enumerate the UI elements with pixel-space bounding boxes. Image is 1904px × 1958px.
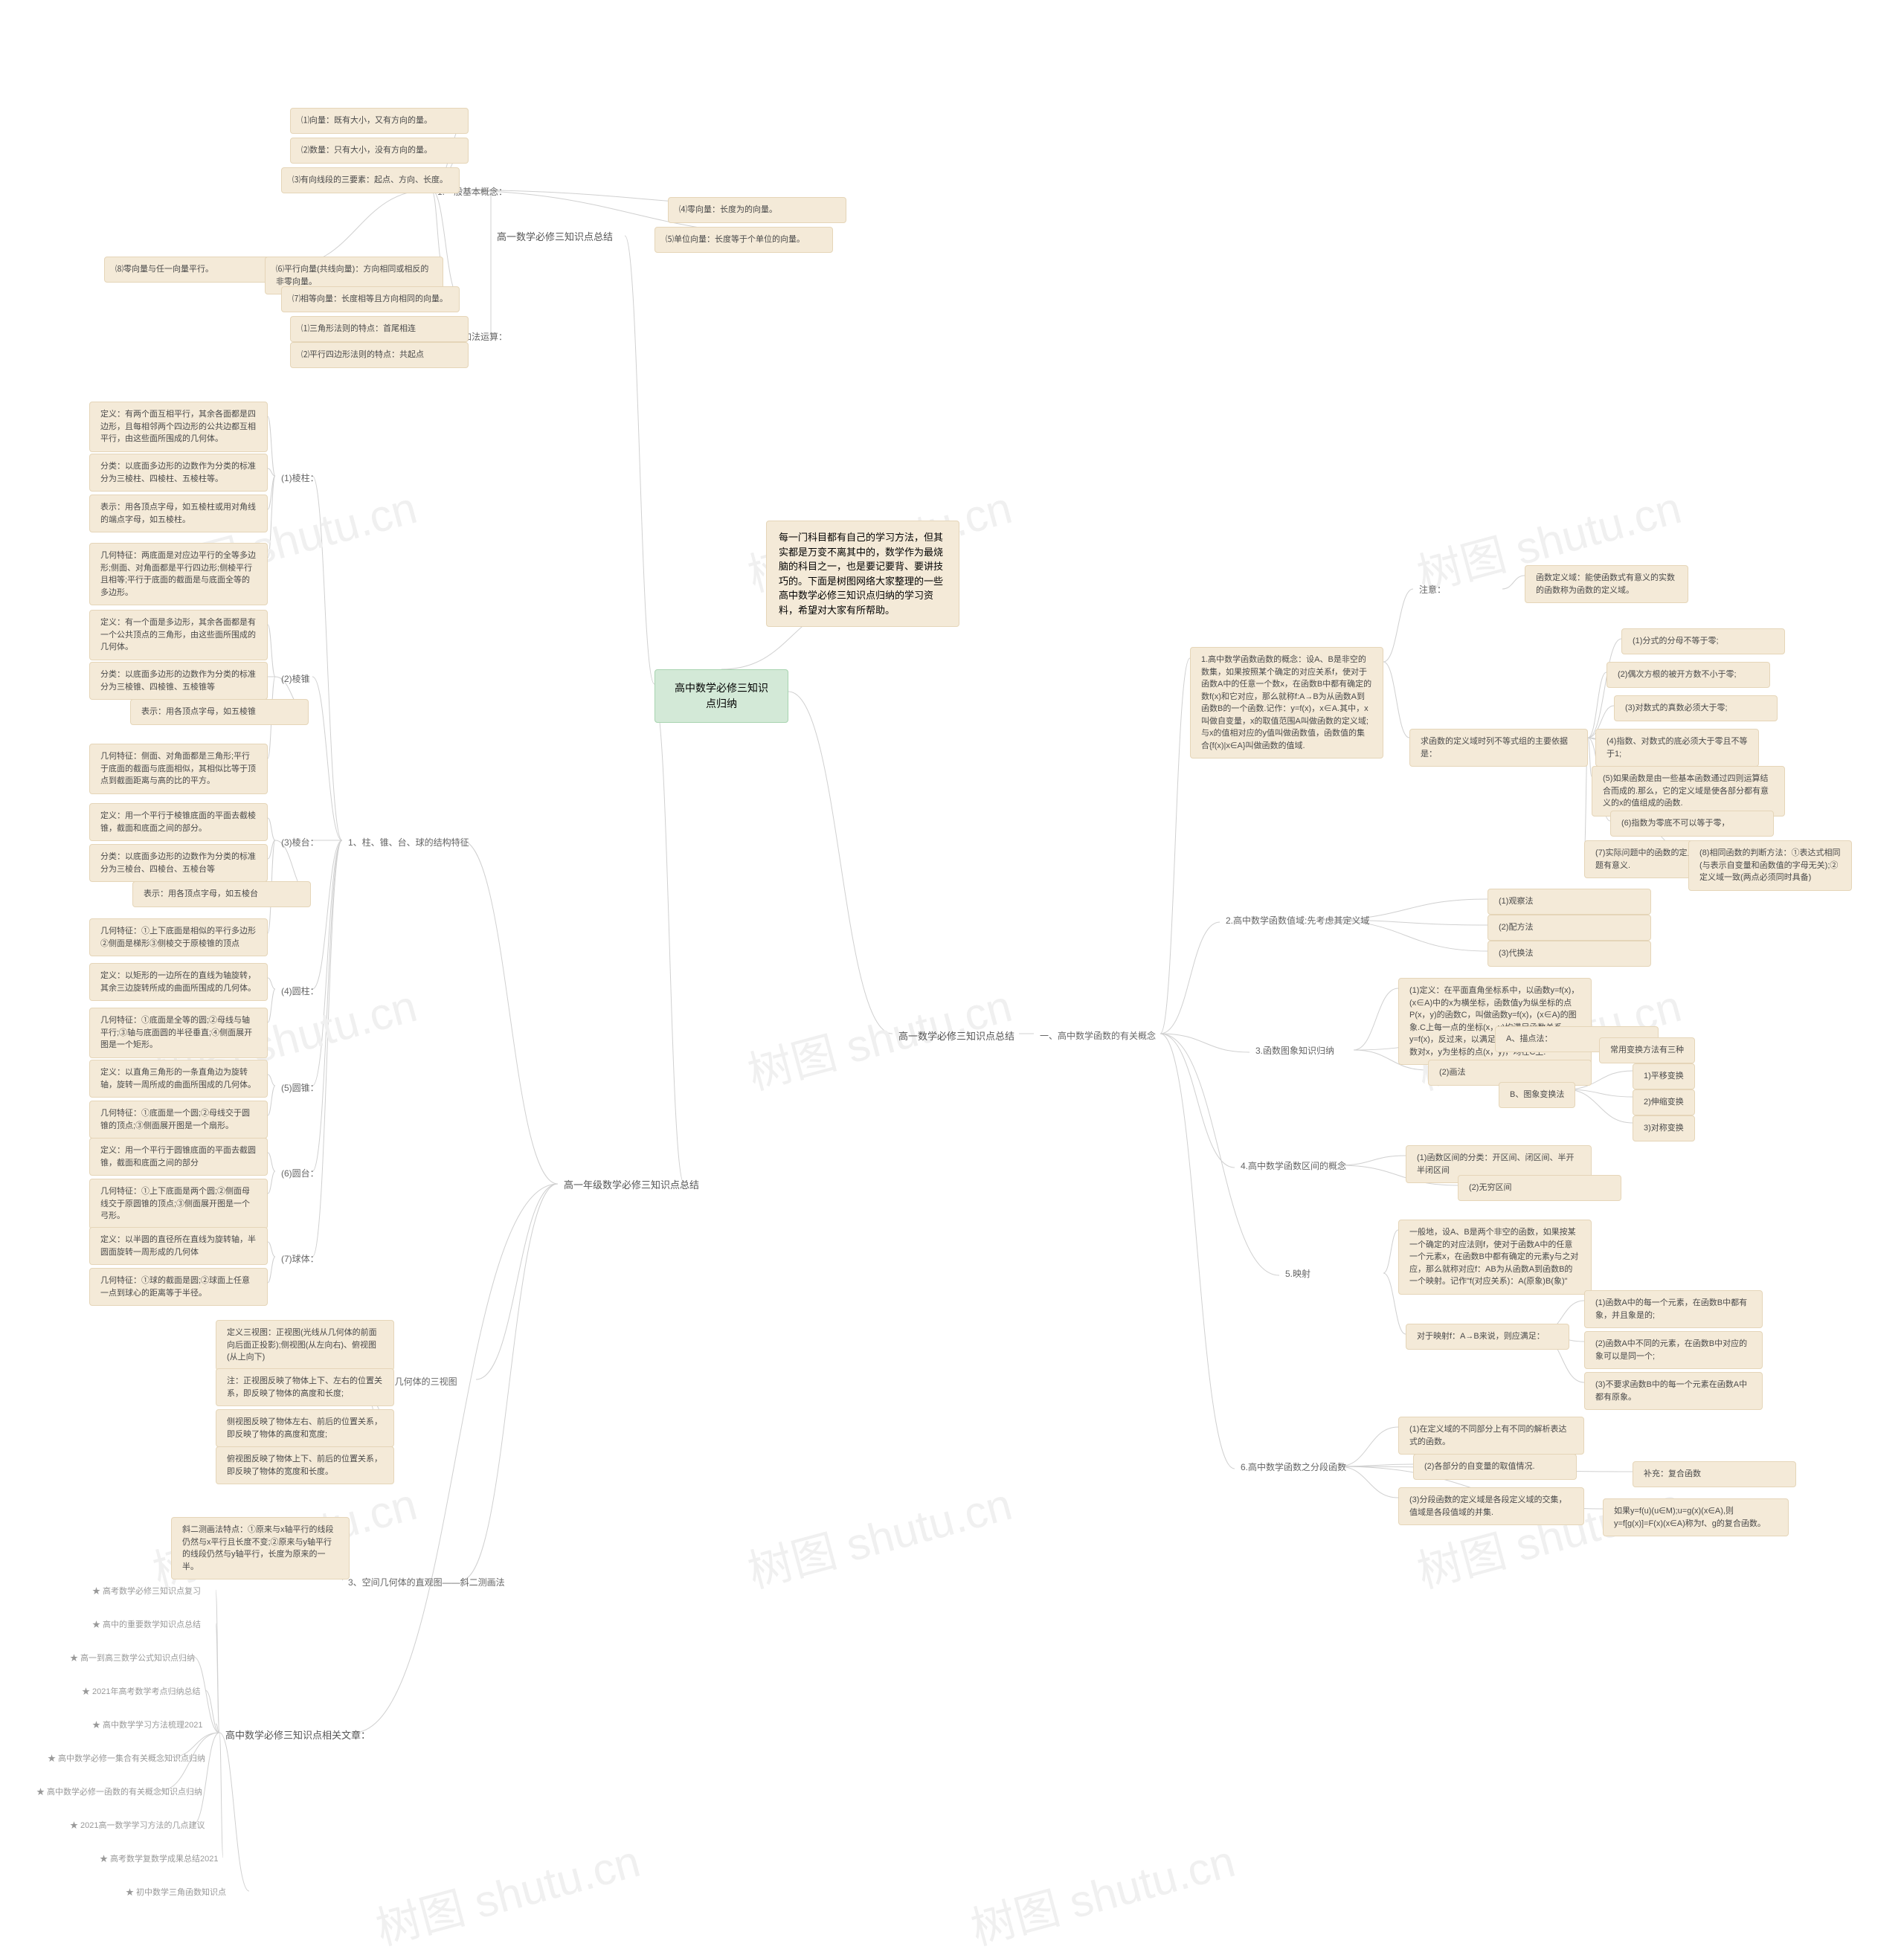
sub-l-b2-s1: 1、柱、锥、台、球的结构特征: [342, 833, 475, 852]
leaf-t5: 斜二测画法特点：①原来与x轴平行的线段仍然与x平行且长度不变;②原来与y轴平行的…: [171, 1517, 350, 1579]
leaf-pp1: 1)平移变换: [1633, 1063, 1695, 1089]
tag-r1: ★ 高考数学必修三知识点复习: [89, 1584, 204, 1600]
leaf-t2: 注：正视图反映了物体上下、左右的位置关系，即反映了物体的高度和长度;: [216, 1368, 394, 1406]
leaf-v1: (1)观察法: [1488, 889, 1651, 915]
branch-right-1: 高一数学必修三知识点总结: [892, 1026, 1020, 1047]
leaf-g5: 定义：有一个面是多边形，其余各面都是有一个公共顶点的三角形，由这些面所围成的几何…: [89, 610, 268, 660]
leaf-mm1: (1)函数A中的每一个元素，在函数B中都有象，并且象是的;: [1584, 1290, 1763, 1328]
leaf-g3: 表示：用各顶点字母，如五棱柱或用对角线的端点字母，如五棱柱。: [89, 495, 268, 532]
leaf-mm2: (2)函数A中不同的元素，在函数B中对应的象可以是同一个;: [1584, 1331, 1763, 1369]
leaf-l7: ⑺相等向量：长度相等且方向相同的向量。: [281, 286, 460, 312]
intro-text: 每一门科目都有自己的学习方法，但其实都是万变不离其中的，数学作为最烧脑的科目之一…: [766, 521, 959, 627]
leaf-g7: 表示：用各顶点字母，如五棱锥: [130, 699, 309, 725]
leaf-q6: (6)指数为零底不可以等于零，: [1610, 811, 1774, 837]
leaf-m1: 一般地，设A、B是两个非空的函数，如果按某一个确定的对应法则f，使对于函数A中的…: [1398, 1220, 1592, 1295]
sub-l-b2-s3: 3、空间几何体的直观图——斜二测画法: [342, 1573, 511, 1592]
leaf-l1: ⑴向量：既有大小，又有方向的量。: [290, 108, 469, 134]
tag-r4: ★ 2021年高考数学考点归纳总结: [79, 1684, 204, 1700]
sub-sg7: (7)球体：: [275, 1249, 325, 1269]
node-rc4: 4.高中数学函数区间的概念: [1235, 1156, 1352, 1176]
leaf-q3: (3)对数式的真数必须大于零;: [1614, 695, 1778, 721]
tag-r2: ★ 高中的重要数学知识点总结: [89, 1617, 204, 1633]
leaf-l5: ⑸单位向量：长度等于个单位的向量。: [654, 227, 833, 253]
leaf-n1: 函数定义域：能使函数式有意义的实数的函数称为函数的定义域。: [1525, 565, 1688, 603]
leaf-q7b: (8)相同函数的判断方法：①表达式相同(与表示自变量和函数值的字母无关);②定义…: [1688, 840, 1852, 891]
leaf-g20: 几何特征：①球的截面是圆;②球面上任意一点到球心的距离等于半径。: [89, 1268, 268, 1306]
leaf-g16: 几何特征：①底面是一个圆;②母线交于圆锥的顶点;③侧面展开图是一个扇形。: [89, 1101, 268, 1139]
leaf-t1: 定义三视图：正视图(光线从几何体的前面向后面正投影);侧视图(从左向右)、俯视图…: [216, 1320, 394, 1371]
leaf-g13: 定义：以矩形的一边所在的直线为轴旋转，其余三边旋转所成的曲面所围成的几何体。: [89, 963, 268, 1001]
leaf-g9: 定义：用一个平行于棱锥底面的平面去截棱锥，截面和底面之间的部分。: [89, 803, 268, 841]
node-rc3: 3.函数图象知识归纳: [1250, 1041, 1340, 1060]
leaf-g8: 几何特征：侧面、对角面都是三角形;平行于底面的截面与底面相似，其相似比等于顶点到…: [89, 744, 268, 794]
leaf-g1: 定义：有两个面互相平行，其余各面都是四边形，且每相邻两个四边形的公共边都互相平行…: [89, 402, 268, 452]
node-rc6: 6.高中数学函数之分段函数: [1235, 1458, 1352, 1477]
tag-r8: ★ 2021高一数学学习方法的几点建议: [67, 1818, 208, 1834]
leaf-pp2: 2)伸缩变换: [1633, 1089, 1695, 1115]
leaf-g4: 几何特征：两底面是对应边平行的全等多边形;侧面、对角面都是平行四边形;侧棱平行且…: [89, 543, 268, 605]
branch-left-3: 高中数学必修三知识点相关文章：: [219, 1725, 376, 1746]
leaf-l9: ⑵平行四边形法则的特点：共起点: [290, 342, 469, 368]
node-rc5: 5.映射: [1279, 1264, 1316, 1284]
leaf-f1: (1)在定义域的不同部分上有不同的解析表达式的函数。: [1398, 1417, 1584, 1455]
leaf-g12: 几何特征：①上下底面是相似的平行多边形②侧面是梯形③侧棱交于原棱锥的顶点: [89, 918, 268, 956]
leaf-v3: (3)代换法: [1488, 941, 1651, 967]
leaf-t3: 侧视图反映了物体左右、前后的位置关系，即反映了物体的高度和宽度;: [216, 1409, 394, 1447]
leaf-q4: (4)指数、对数式的底必须大于零且不等于1;: [1595, 729, 1759, 767]
sub-r-b1-s: 一、高中数学函数的有关概念: [1034, 1026, 1162, 1046]
root-node: 高中数学必修三知识点归纳: [654, 669, 788, 723]
leaf-f3: (3)分段函数的定义域是各段定义域的交集，值域是各段值域的并集.: [1398, 1487, 1584, 1525]
watermark: 树图 shutu.cn: [740, 1468, 1018, 1600]
leaf-d2: (2)无穷区间: [1458, 1175, 1621, 1201]
tag-r9: ★ 高考数学复数学成果总结2021: [97, 1852, 222, 1867]
node-rc2: 2.高中数学函数值域:先考虑其定义域: [1220, 911, 1375, 930]
leaf-v2: (2)配方法: [1488, 915, 1651, 941]
sub-sg6: (6)圆台：: [275, 1164, 325, 1183]
tag-r10: ★ 初中数学三角函数知识点: [123, 1885, 229, 1901]
sub-sg5: (5)圆锥：: [275, 1078, 325, 1098]
leaf-l3: ⑶有向线段的三要素：起点、方向、长度。: [281, 167, 460, 193]
leaf-pp: 常用变换方法有三种: [1599, 1037, 1695, 1063]
leaf-g2: 分类：以底面多边形的边数作为分类的标准分为三棱柱、四棱柱、五棱柱等。: [89, 454, 268, 492]
leaf-l2: ⑵数量：只有大小，没有方向的量。: [290, 138, 469, 164]
leaf-p2s: B、图象变换法: [1499, 1082, 1575, 1108]
leaf-g11: 表示：用各顶点字母，如五棱台: [132, 881, 311, 907]
leaf-g17: 定义：用一个平行于圆锥底面的平面去截圆锥，截面和底面之间的部分: [89, 1138, 268, 1176]
tag-r5: ★ 高中数学学习方法梳理2021: [89, 1718, 206, 1733]
watermark: 树图 shutu.cn: [963, 1825, 1241, 1957]
tag-r7: ★ 高中数学必修一函数的有关概念知识点归纳: [33, 1785, 205, 1800]
node-rc1-n: 注意：: [1413, 580, 1452, 599]
branch-left-1: 高一数学必修三知识点总结: [491, 227, 619, 248]
leaf-g18: 几何特征：①上下底面是两个圆;②侧面母线交于原圆锥的顶点;③侧面展开图是一个弓形…: [89, 1179, 268, 1229]
sub-sg3: (3)棱台：: [275, 833, 325, 852]
leaf-g10: 分类：以底面多边形的边数作为分类的标准分为三棱台、四棱台、五棱台等: [89, 844, 268, 882]
leaf-q1: (1)分式的分母不等于零;: [1621, 628, 1785, 654]
tag-r3: ★ 高一到高三数学公式知识点归纳: [67, 1651, 198, 1666]
leaf-g15: 定义：以直角三角形的一条直角边为旋转轴，旋转一周所成的曲面所围成的几何体。: [89, 1060, 268, 1098]
leaf-g6: 分类：以底面多边形的边数作为分类的标准分为三棱锥、四棱锥、五棱锥等: [89, 662, 268, 700]
leaf-l8: ⑴三角形法则的特点：首尾相连: [290, 316, 469, 342]
sub-sg1: (1)棱柱：: [275, 468, 325, 488]
sub-sg4: (4)圆柱：: [275, 982, 325, 1001]
leaf-t4: 俯视图反映了物体上下、前后的位置关系，即反映了物体的宽度和长度。: [216, 1446, 394, 1484]
leaf-m2: 对于映射f：A→B来说，则应满足：: [1406, 1324, 1569, 1350]
leaf-mm3: (3)不要求函数B中的每一个元素在函数A中都有原象。: [1584, 1372, 1763, 1410]
mindmap-canvas: 树图 shutu.cn树图 shutu.cn树图 shutu.cn树图 shut…: [0, 0, 1904, 1939]
branch-left-2: 高一年级数学必修三知识点总结: [558, 1175, 705, 1196]
leaf-q5: (5)如果函数是由一些基本函数通过四则运算结合而成的.那么，它的定义域是使各部分…: [1592, 766, 1785, 817]
watermark: 树图 shutu.cn: [368, 1825, 646, 1957]
leaf-f4: 补充：复合函数: [1633, 1461, 1796, 1487]
tag-r6: ★ 高中数学必修一集合有关概念知识点归纳: [45, 1751, 208, 1767]
leaf-q2: (2)偶次方根的被开方数不小于零;: [1606, 662, 1770, 688]
sub-sg2: (2)棱锥: [275, 669, 316, 689]
leaf-pp3: 3)对称变换: [1633, 1115, 1695, 1141]
leaf-l4: ⑷零向量：长度为的向量。: [668, 197, 846, 223]
leaf-g14: 几何特征：①底面是全等的圆;②母线与轴平行;③轴与底面圆的半径垂直;④侧面展开图…: [89, 1008, 268, 1058]
leaf-f5: 如果y=f(u)(u∈M);u=g(x)(x∈A),则y=f[g(x)]=F(x…: [1603, 1498, 1789, 1536]
leaf-l6: ⑻零向量与任一向量平行。: [104, 257, 283, 283]
node-rc1: 1.高中数学函数函数的概念：设A、B是非空的数集，如果按照某个确定的对应关系f，…: [1190, 647, 1383, 759]
node-rc1-q: 求函数的定义域时列不等式组的主要依据是：: [1409, 729, 1588, 767]
leaf-g19: 定义：以半圆的直径所在直线为旋转轴，半圆面旋转一周形成的几何体: [89, 1227, 268, 1265]
leaf-f2: (2)各部分的自变量的取值情况.: [1413, 1454, 1577, 1480]
